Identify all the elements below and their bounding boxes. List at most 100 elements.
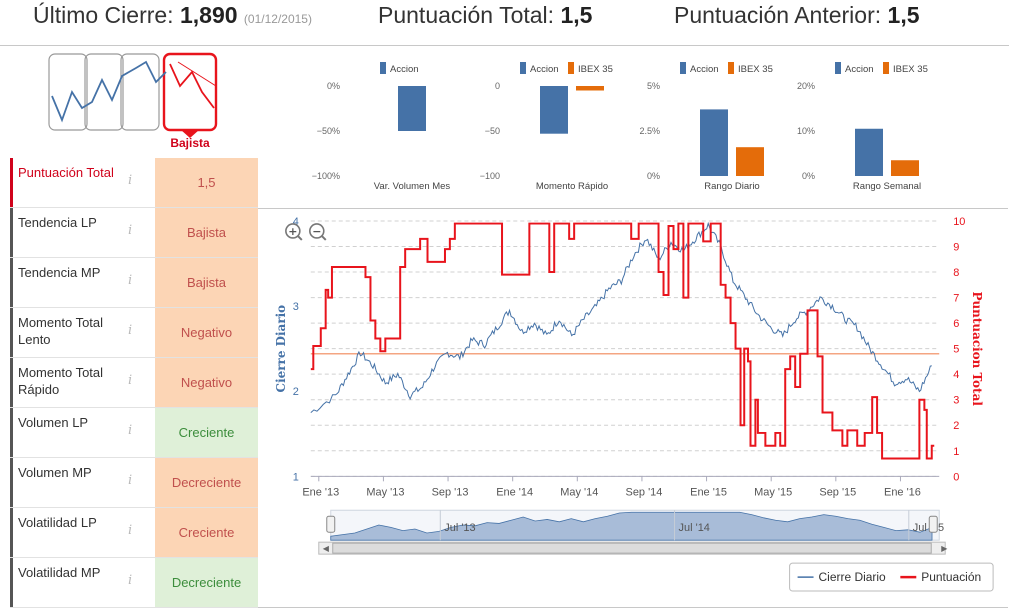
legend-swatch [883,62,889,74]
indicator-row: Tendencia MP i Bajista [10,258,258,308]
indicator-label: Momento Total Lento [10,308,138,357]
bar[interactable] [700,109,728,176]
x-tick-label: Ene '14 [496,486,533,498]
mini-chart: Accion IBEX 35 20% 10% 0% Rango Semanal [797,62,928,192]
info-icon[interactable]: i [128,573,133,588]
mini-chart: Accion 0% −50% −100% Var. Volumen Mes [312,62,450,192]
indicator-value: Bajista [155,258,258,307]
bar[interactable] [891,160,919,176]
zoom-out-icon-glyph: − [312,225,321,238]
scroll-left-icon[interactable]: ◀ [323,544,330,553]
trend-line-icon [51,60,167,123]
last-close: Último Cierre: 1,890 (01/12/2015) [33,2,312,28]
right-tick-label: 6 [953,318,959,330]
indicator-row: Volumen MP i Decreciente [10,458,258,508]
indicator-row: Momento Total Lento i Negativo [10,308,258,358]
info-icon[interactable]: i [128,273,133,288]
zoom-out-icon-handle [321,235,327,241]
indicator-label: Volumen MP [10,458,138,507]
legend-swatch [835,62,841,74]
bar[interactable] [855,128,883,176]
trend-phase-box [84,53,124,131]
legend-item[interactable]: Cierre Diario [819,570,887,584]
x-tick-label: May '13 [366,486,404,498]
tick-label: 0 [495,81,500,91]
series-puntuacion[interactable] [310,222,935,460]
legend-swatch [728,62,734,74]
indicator-label: Volumen LP [10,408,138,457]
navigator-tick-label: Jul '14 [679,522,710,534]
bar[interactable] [576,86,604,91]
indicator-value: Bajista [155,208,258,257]
right-tick-label: 9 [953,241,959,253]
right-tick-label: 5 [953,344,959,356]
navigator-handle[interactable] [326,515,336,533]
indicator-value: Decreciente [155,458,258,507]
trend-phase-box-active [162,52,218,132]
right-tick-label: 3 [953,395,959,407]
info-icon[interactable]: i [128,423,133,438]
legend-label[interactable]: Accion [845,64,874,75]
bar[interactable] [398,86,426,131]
legend-label[interactable]: IBEX 35 [738,64,773,75]
indicator-row: Volatilidad MP i Decreciente [10,558,258,608]
trend-phase-box [120,53,160,131]
navigator-handle[interactable] [928,515,938,533]
legend-label[interactable]: Accion [530,64,559,75]
tick-label: 5% [647,81,660,91]
bar[interactable] [736,147,764,176]
navigator-tick-label: Jul '13 [444,522,475,534]
scrollbar-thumb[interactable] [332,542,932,554]
navigator[interactable]: Jul '13 Jul '14 Jul '15 [326,509,944,541]
scroll-right-icon[interactable]: ▶ [941,544,948,553]
legend-label[interactable]: Accion [690,64,719,75]
tick-label: 0% [327,81,340,91]
indicator-label: Puntuación Total [10,158,138,207]
legend-frame [789,562,994,592]
info-icon[interactable]: i [128,523,133,538]
mini-bar-charts: Accion 0% −50% −100% Var. Volumen Mes Accion I… [312,62,928,192]
legend-label[interactable]: IBEX 35 [893,64,928,75]
trend-down-line-icon [169,63,215,109]
indicator-row: Puntuación Total i 1,5 [10,158,258,208]
summary-header: Último Cierre: 1,890 (01/12/2015) Puntua… [0,0,1009,46]
info-icon[interactable]: i [128,323,133,338]
indicator-label: Momento Total Rápido [10,358,138,407]
indicator-label: Tendencia LP [10,208,138,257]
left-tick-label: 2 [293,386,299,398]
info-icon[interactable]: i [128,473,133,488]
legend-item[interactable]: Puntuación [921,570,981,584]
indicator-row: Momento Total Rápido i Negativo [10,358,258,408]
right-tick-label: 10 [953,216,965,228]
navigator-tick-label: Jul '15 [913,522,944,534]
mini-chart: Accion IBEX 35 5% 2.5% 0% Rango Diario [639,62,773,192]
info-icon[interactable]: i [128,373,133,388]
legend-label[interactable]: Accion [390,64,419,75]
legend-swatch [380,62,386,74]
series-cierre-diario[interactable] [310,221,932,413]
indicator-value: Decreciente [155,558,258,607]
info-icon[interactable]: i [128,173,133,188]
total-score: Puntuación Total: 1,5 [378,2,593,28]
legend-swatch [520,62,526,74]
category-label: Rango Semanal [853,181,921,192]
x-tick-label: Ene '16 [884,486,921,498]
zoom-in-icon[interactable] [285,223,301,239]
tick-label: 10% [797,126,815,136]
right-tick-label: 4 [953,369,959,381]
mini-chart: Accion IBEX 35 0 −50 −100 Momento Rápido [480,62,613,192]
zoom-in-icon-handle [297,235,303,241]
indicator-row: Tendencia LP i Bajista [10,208,258,258]
right-tick-label: 7 [953,293,959,305]
divider [258,607,1008,608]
left-tick-label: 3 [293,301,299,313]
bar[interactable] [540,86,568,134]
indicator-value: 1,5 [155,158,258,207]
legend-label[interactable]: IBEX 35 [578,64,613,75]
category-label: Momento Rápido [536,181,608,192]
trend-phase-icon [48,52,218,138]
info-icon[interactable]: i [128,223,133,238]
zoom-out-icon[interactable] [309,223,325,239]
right-tick-label: 1 [953,446,959,458]
previous-score: Puntuación Anterior: 1,5 [674,2,920,28]
